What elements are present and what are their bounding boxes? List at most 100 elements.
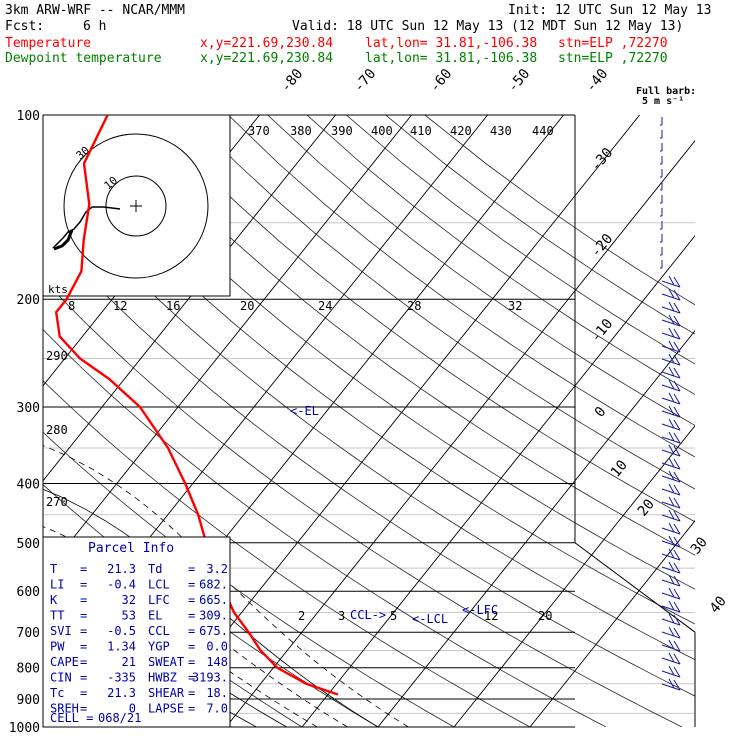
parcel-row-eq: = xyxy=(80,609,87,623)
wind-barb-flag xyxy=(668,405,675,416)
dry-adiabat xyxy=(346,115,695,365)
wind-barb-flag xyxy=(668,379,675,390)
parcel-row-label: T xyxy=(50,562,57,576)
wind-barb-flag xyxy=(673,666,681,678)
wind-barb-flag xyxy=(673,523,681,535)
temperature-latlon: lat,lon= 31.81,-106.38 xyxy=(365,36,537,51)
parcel-row-eq: = xyxy=(80,593,87,607)
wind-barb-flag xyxy=(673,640,681,652)
parcel-row-value2: 309. xyxy=(199,609,228,623)
wind-barb-flag xyxy=(668,288,675,299)
wind-barb-shaft xyxy=(661,540,681,548)
theta-label: 400 xyxy=(371,124,393,138)
parcel-row-eq2: = xyxy=(188,609,195,623)
parcel-row-value2: 0.0 xyxy=(206,640,228,654)
wind-barb-shaft xyxy=(661,592,681,600)
parcel-row-value: 21.3 xyxy=(107,562,136,576)
temperature-tick-label: -10 xyxy=(588,316,617,346)
isotherm xyxy=(301,235,695,727)
parcel-row-label2: HWBZ xyxy=(148,671,177,685)
hodograph-speed-label: 20 xyxy=(240,299,254,313)
moist-adiabat xyxy=(43,526,348,727)
wind-barb-flag xyxy=(668,600,675,611)
wind-barb-flag xyxy=(673,328,681,340)
parcel-row-label: TT xyxy=(50,609,64,623)
parcel-row-label2: Td xyxy=(148,562,162,576)
parcel-row-value2: 18. xyxy=(206,686,228,700)
temperature-tick-label: 40 xyxy=(707,593,730,616)
pressure-tick-label: 600 xyxy=(17,585,40,600)
barb-legend-title: Full barb: xyxy=(636,86,696,97)
wind-barb-flag xyxy=(673,432,681,444)
parcel-row-eq2: = xyxy=(188,671,195,685)
wind-barb-shaft xyxy=(661,384,681,392)
parcel-row-value2: 3193. xyxy=(192,671,228,685)
wind-barb-flag xyxy=(668,483,675,494)
annotation-ccl: CCL-> xyxy=(350,608,386,622)
dry-adiabat xyxy=(43,178,695,661)
wind-barb-flag xyxy=(668,574,675,585)
wind-barb-shaft xyxy=(661,358,681,366)
wind-barb-flag xyxy=(668,444,675,455)
wind-barb-shaft xyxy=(661,319,681,327)
theta-left-label: 290 xyxy=(46,349,68,363)
dry-adiabat xyxy=(43,128,695,625)
wind-barb-shaft xyxy=(661,683,681,691)
parcel-row-eq: = xyxy=(80,640,87,654)
theta-left-label: 280 xyxy=(46,423,68,437)
hodograph-speed-label: 8 xyxy=(68,299,75,313)
parcel-row-value2: 682. xyxy=(199,578,228,592)
hodograph-speed-label: 12 xyxy=(113,299,127,313)
parcel-info-title: Parcel Info xyxy=(88,541,174,556)
temperature-tick-label: 10 xyxy=(608,457,631,480)
dewpoint-xy: x,y=221.69,230.84 xyxy=(200,51,333,66)
theta-label: 380 xyxy=(290,124,312,138)
temperature-tick-label: -20 xyxy=(588,231,617,261)
parcel-row-value: 1.34 xyxy=(107,640,136,654)
wind-barb-flag xyxy=(673,302,681,314)
wind-barb-flag xyxy=(668,327,675,338)
parcel-row-value2: 665. xyxy=(199,593,228,607)
parcel-row-eq: = xyxy=(80,686,87,700)
parcel-row-value2: 3.2 xyxy=(206,562,228,576)
theta-label: 410 xyxy=(410,124,432,138)
wind-barb-flag xyxy=(673,497,681,509)
wind-barb-flag xyxy=(673,627,681,639)
parcel-row-value: -0.5 xyxy=(107,624,136,638)
wind-barb-flag xyxy=(668,678,675,689)
temperature-tick-label: -50 xyxy=(505,66,534,96)
isotherm xyxy=(43,115,412,577)
wind-barb-flag xyxy=(673,445,681,457)
wind-barb-flag xyxy=(673,653,681,665)
dry-adiabat xyxy=(267,115,695,426)
wind-barb-shaft xyxy=(661,371,681,379)
dry-adiabat xyxy=(43,278,683,727)
isotherm xyxy=(43,115,336,482)
wind-barb-flag xyxy=(668,613,675,624)
parcel-row-label: CIN xyxy=(50,671,72,685)
wind-barb-shaft xyxy=(661,527,681,535)
hodograph-unit-label: kts xyxy=(48,283,68,296)
wind-barb-flag xyxy=(673,406,681,418)
mixing-ratio-label: 3 xyxy=(338,609,345,623)
parcel-row-value: 32 xyxy=(122,593,136,607)
wind-barb-flag xyxy=(668,366,675,377)
right-axis-slant xyxy=(574,542,696,633)
parcel-row-value: 21.3 xyxy=(107,686,136,700)
wind-barb-shaft xyxy=(661,410,681,418)
dry-adiabat xyxy=(109,115,695,556)
wind-barb-flag xyxy=(673,354,681,366)
parcel-row-eq: = xyxy=(80,655,87,669)
wind-barb-shaft xyxy=(661,514,681,522)
wind-barb-shaft xyxy=(661,293,681,301)
wind-barb-flag xyxy=(673,289,681,301)
parcel-row-label: K xyxy=(50,593,58,607)
theta-label: 430 xyxy=(490,124,512,138)
wind-barb-flag xyxy=(668,392,675,403)
annotation-lcl: <-LCL xyxy=(412,612,448,626)
wind-barb-flag xyxy=(673,588,681,600)
pressure-tick-label: 900 xyxy=(17,693,40,708)
wind-barb-flag xyxy=(673,679,681,691)
wind-barb-shaft xyxy=(661,423,681,431)
